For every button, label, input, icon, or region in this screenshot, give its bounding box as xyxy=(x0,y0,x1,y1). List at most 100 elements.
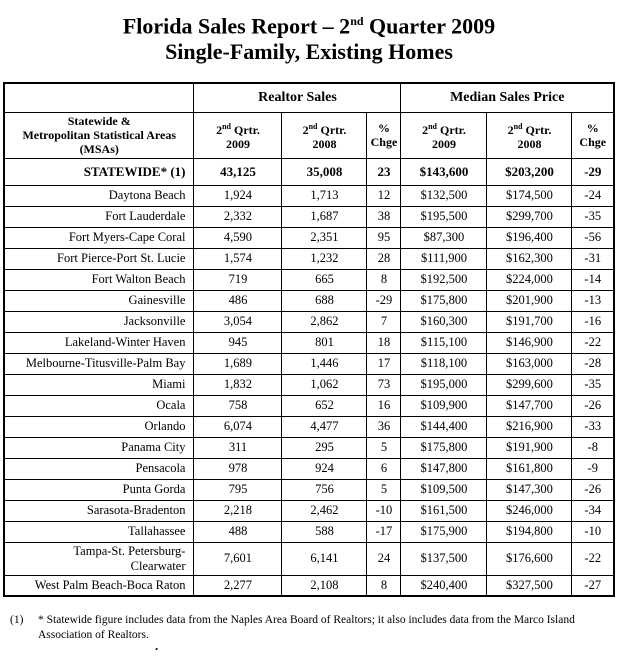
price-2009-cell: $195,500 xyxy=(400,205,488,228)
sales-2008-cell: 35,008 xyxy=(281,157,368,186)
price-2009-cell: $147,800 xyxy=(400,457,488,480)
msa-name-cell: Sarasota-Bradenton xyxy=(3,499,195,522)
msa-name-cell: Panama City xyxy=(3,436,195,459)
price-2008-cell: $246,000 xyxy=(486,499,573,522)
price-2009-cell: $161,500 xyxy=(400,499,488,522)
sales-2008-cell: 756 xyxy=(281,478,368,501)
sales-change-cell: 18 xyxy=(366,331,402,354)
msa-header-line3: (MSAs) xyxy=(79,142,119,157)
price-2008-cell: $194,800 xyxy=(486,520,573,543)
price-2008-cell: $327,500 xyxy=(486,574,573,597)
sales-2009-column-header: 2nd Qrtr. 2009 xyxy=(193,111,283,159)
sales-pct-line2: Chge xyxy=(370,135,398,150)
stray-mark: . xyxy=(155,638,159,653)
msa-name-cell: Fort Walton Beach xyxy=(3,268,195,291)
price-change-cell: -27 xyxy=(571,574,615,597)
price-change-cell: -28 xyxy=(571,352,615,375)
msa-name-cell: Fort Pierce-Port St. Lucie xyxy=(3,247,195,270)
price-2008-cell: $147,300 xyxy=(486,478,573,501)
price-change-cell: -22 xyxy=(571,331,615,354)
sales-2008-column-header: 2nd Qrtr. 2008 xyxy=(281,111,368,159)
price-change-cell: -26 xyxy=(571,478,615,501)
price-2009-cell: $87,300 xyxy=(400,226,488,249)
sales-2009-cell: 488 xyxy=(193,520,283,543)
price-2009-cell: $118,100 xyxy=(400,352,488,375)
msa-name-cell: Tampa-St. Petersburg- Clearwater xyxy=(3,541,195,576)
sales-change-cell: 16 xyxy=(366,394,402,417)
sales-2008-cell: 2,351 xyxy=(281,226,368,249)
sales-2009-year-line: 2009 xyxy=(225,136,250,151)
sales-change-cell: 17 xyxy=(366,352,402,375)
price-change-cell: -24 xyxy=(571,184,615,207)
price-2008-cell: $176,600 xyxy=(486,541,573,576)
title-text-pre: Florida Sales Report – 2 xyxy=(122,13,351,39)
sales-2009-cell: 43,125 xyxy=(193,157,283,186)
msa-name-cell: Orlando xyxy=(3,415,195,438)
price-2008-cell: $224,000 xyxy=(486,268,573,291)
price-2008-cell: $163,000 xyxy=(486,352,573,375)
sales-2008-cell: 1,713 xyxy=(281,184,368,207)
msa-name-cell: Gainesville xyxy=(3,289,195,312)
table-row: Miami 1,832 1,062 73 $195,000 $299,600 -… xyxy=(3,373,615,396)
price-2008-cell: $147,700 xyxy=(486,394,573,417)
msa-name-cell: Daytona Beach xyxy=(3,184,195,207)
footnote-number: (1) xyxy=(10,614,24,627)
sales-2009-cell: 1,574 xyxy=(193,247,283,270)
price-2009-qtr-line: 2nd Qrtr. xyxy=(422,121,466,137)
table-body: STATEWIDE* (1) 43,125 35,008 23 $143,600… xyxy=(3,157,615,597)
price-change-cell: -10 xyxy=(571,520,615,543)
sales-2008-cell: 1,446 xyxy=(281,352,368,375)
price-change-cell: -26 xyxy=(571,394,615,417)
sales-2009-cell: 795 xyxy=(193,478,283,501)
sales-change-cell: -29 xyxy=(366,289,402,312)
sales-change-cell: 38 xyxy=(366,205,402,228)
sales-change-cell: -17 xyxy=(366,520,402,543)
price-2009-cell: $137,500 xyxy=(400,541,488,576)
msa-name-cell: Ocala xyxy=(3,394,195,417)
sales-pct-line1: % xyxy=(377,121,390,136)
sales-2008-cell: 2,462 xyxy=(281,499,368,522)
price-2008-cell: $191,900 xyxy=(486,436,573,459)
sales-2009-cell: 758 xyxy=(193,394,283,417)
price-2008-cell: $299,700 xyxy=(486,205,573,228)
sales-change-cell: 95 xyxy=(366,226,402,249)
msa-column-header: Statewide & Metropolitan Statistical Are… xyxy=(3,111,195,159)
sales-2009-cell: 945 xyxy=(193,331,283,354)
price-change-cell: -56 xyxy=(571,226,615,249)
sales-2009-cell: 7,601 xyxy=(193,541,283,576)
sales-change-cell: 7 xyxy=(366,310,402,333)
price-2008-cell: $161,800 xyxy=(486,457,573,480)
empty-corner-cell xyxy=(3,82,195,113)
price-2009-cell: $115,100 xyxy=(400,331,488,354)
price-2008-cell: $201,900 xyxy=(486,289,573,312)
price-2009-cell: $192,500 xyxy=(400,268,488,291)
price-2008-cell: $216,900 xyxy=(486,415,573,438)
table-row: Lakeland-Winter Haven 945 801 18 $115,10… xyxy=(3,331,615,354)
price-2009-cell: $175,800 xyxy=(400,289,488,312)
msa-name-cell: Miami xyxy=(3,373,195,396)
sales-2009-cell: 6,074 xyxy=(193,415,283,438)
price-change-cell: -8 xyxy=(571,436,615,459)
price-change-cell: -35 xyxy=(571,373,615,396)
msa-name-cell: Jacksonville xyxy=(3,310,195,333)
sales-change-cell: -10 xyxy=(366,499,402,522)
price-pct-line1: % xyxy=(586,121,599,136)
sales-2008-cell: 688 xyxy=(281,289,368,312)
price-2009-cell: $109,500 xyxy=(400,478,488,501)
price-change-cell: -13 xyxy=(571,289,615,312)
group-header-row: Realtor Sales Median Sales Price xyxy=(3,82,615,113)
msa-name-cell: Melbourne-Titusville-Palm Bay xyxy=(3,352,195,375)
price-change-cell: -33 xyxy=(571,415,615,438)
table-row: Fort Walton Beach 719 665 8 $192,500 $22… xyxy=(3,268,615,291)
sales-2009-cell: 719 xyxy=(193,268,283,291)
table-row: Melbourne-Titusville-Palm Bay 1,689 1,44… xyxy=(3,352,615,375)
sales-change-cell: 28 xyxy=(366,247,402,270)
sales-change-cell: 73 xyxy=(366,373,402,396)
price-2009-column-header: 2nd Qrtr. 2009 xyxy=(400,111,488,159)
price-change-cell: -14 xyxy=(571,268,615,291)
sales-2008-cell: 1,232 xyxy=(281,247,368,270)
report-title: Florida Sales Report – 2nd Quarter 2009 … xyxy=(0,0,618,65)
title-ordinal-superscript: nd xyxy=(350,14,364,28)
table-row: Punta Gorda 795 756 5 $109,500 $147,300 … xyxy=(3,478,615,501)
